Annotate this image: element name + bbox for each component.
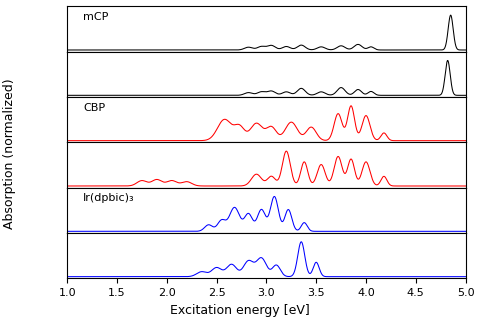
Text: mCP: mCP	[83, 12, 108, 22]
Text: CBP: CBP	[83, 102, 105, 113]
Text: Excitation energy [eV]: Excitation energy [eV]	[170, 304, 310, 317]
Text: Ir(dpbic)₃: Ir(dpbic)₃	[83, 193, 135, 203]
Text: Absorption (normalized): Absorption (normalized)	[3, 78, 16, 229]
